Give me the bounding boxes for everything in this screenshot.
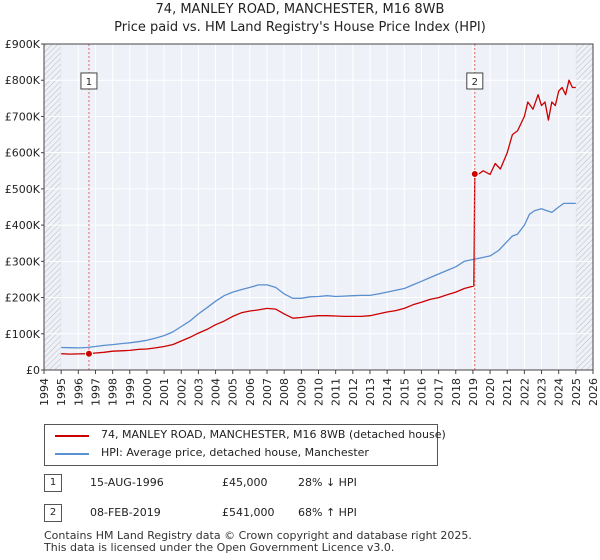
x-tick-label: 2004 xyxy=(210,378,223,406)
y-tick-label: £200K xyxy=(5,292,41,305)
series-line-hpi xyxy=(61,202,576,349)
sale-date: 15-AUG-1996 xyxy=(90,476,164,489)
y-tick-label: £500K xyxy=(5,183,41,196)
legend-label-property: 74, MANLEY ROAD, MANCHESTER, M16 8WB (de… xyxy=(101,428,446,441)
x-tick-label: 2014 xyxy=(381,378,394,406)
x-tick-label: 2024 xyxy=(553,378,566,406)
x-tick-label: 2010 xyxy=(313,378,326,406)
x-tick-label: 2007 xyxy=(261,378,274,406)
x-tick-label: 2013 xyxy=(364,378,377,406)
y-tick-label: £600K xyxy=(5,147,41,160)
sale-marker-box xyxy=(80,72,98,90)
y-tick-label: £0 xyxy=(26,364,40,377)
x-tick-label: 1994 xyxy=(38,378,51,406)
x-tick-label: 2022 xyxy=(518,378,531,406)
chart-area: 1 2 £0 £100K £200K £300K £400K £500K £600K £700K… xyxy=(5,38,600,406)
legend-swatch-hpi xyxy=(55,453,89,455)
x-tick-label: 2020 xyxy=(484,378,497,406)
x-tick-label: 2002 xyxy=(175,378,188,406)
y-tick-label: £900K xyxy=(5,38,41,51)
legend-label-hpi: HPI: Average price, detached house, Manc… xyxy=(101,446,369,459)
sale-marker-label: 1 xyxy=(86,77,92,88)
plot-frame xyxy=(43,43,594,371)
y-tick-label: £700K xyxy=(5,110,41,123)
footer-licence: This data is licensed under the Open Gov… xyxy=(44,541,395,554)
x-tick-label: 2017 xyxy=(433,378,446,406)
sale-price: £541,000 xyxy=(222,506,275,519)
x-tick-label: 1996 xyxy=(72,378,85,406)
y-tick-label: £400K xyxy=(5,219,41,232)
sale-hpi-delta: 28% ↓ HPI xyxy=(298,476,357,489)
sale-date: 08-FEB-2019 xyxy=(90,506,161,519)
legend-swatch-property xyxy=(55,435,89,437)
x-tick-label: 2003 xyxy=(192,378,205,406)
x-tick-label: 2012 xyxy=(347,378,360,406)
chart-title-line2: Price paid vs. HM Land Registry's House … xyxy=(114,20,486,35)
x-tick-label: 2005 xyxy=(227,378,240,406)
hatched-region-right xyxy=(575,44,593,370)
x-tick-label: 1995 xyxy=(55,378,68,406)
x-tick-label: 1997 xyxy=(89,378,102,406)
x-tick-label: 2008 xyxy=(278,378,291,406)
footer-copyright: Contains HM Land Registry data © Crown c… xyxy=(44,529,472,542)
y-tick-label: £300K xyxy=(5,255,41,268)
x-tick-label: 2011 xyxy=(330,378,343,406)
x-tick-label: 1998 xyxy=(107,378,120,406)
x-tick-label: 2001 xyxy=(158,378,171,406)
x-tick-label: 2006 xyxy=(244,378,257,406)
sale-price: £45,000 xyxy=(222,476,268,489)
sale-marker-dot xyxy=(84,349,93,358)
x-tick-label: 2018 xyxy=(450,378,463,406)
sale-number: 2 xyxy=(44,504,62,522)
x-tick-label: 2015 xyxy=(398,378,411,406)
hatched-region-left xyxy=(44,44,62,370)
x-tick-label: 2016 xyxy=(415,378,428,406)
sale-marker-box xyxy=(466,72,484,90)
legend: 74, MANLEY ROAD, MANCHESTER, M16 8WB (de… xyxy=(44,424,446,466)
sale-marker-label: 2 xyxy=(472,77,478,88)
y-tick-label: £100K xyxy=(5,328,41,341)
x-tick-label: 2026 xyxy=(587,378,600,406)
sale-number: 1 xyxy=(44,474,62,492)
sale-hpi-delta: 68% ↑ HPI xyxy=(298,506,357,519)
series-line-property xyxy=(61,79,576,355)
footer: Contains HM Land Registry data © Crown c… xyxy=(44,530,472,554)
sale-marker-dot xyxy=(470,170,479,179)
x-tick-label: 2019 xyxy=(467,378,480,406)
x-tick-label: 2025 xyxy=(570,378,583,406)
chart-title-line1: 74, MANLEY ROAD, MANCHESTER, M16 8WB xyxy=(155,2,445,17)
x-tick-label: 2021 xyxy=(501,378,514,406)
x-tick-label: 2009 xyxy=(295,378,308,406)
x-tick-label: 2023 xyxy=(536,378,549,406)
x-tick-label: 1999 xyxy=(124,378,137,406)
x-tick-label: 2000 xyxy=(141,378,154,406)
y-tick-label: £800K xyxy=(5,74,41,87)
